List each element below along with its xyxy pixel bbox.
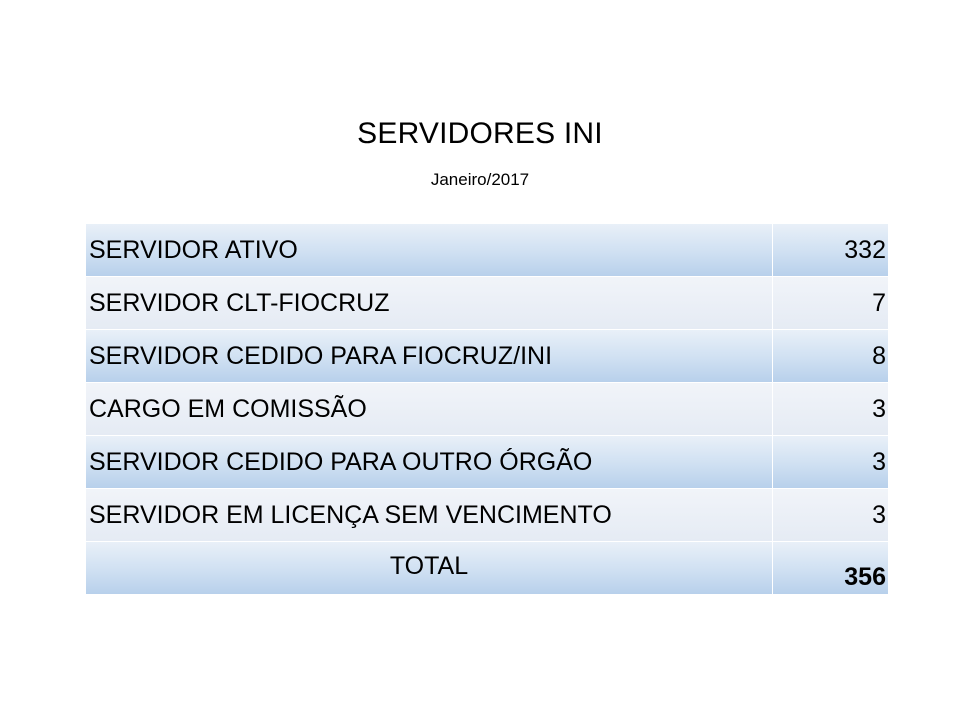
row-label: SERVIDOR EM LICENÇA SEM VENCIMENTO xyxy=(86,489,773,541)
row-label: CARGO EM COMISSÃO xyxy=(86,383,773,435)
row-value: 3 xyxy=(773,489,888,541)
row-label: SERVIDOR CEDIDO PARA FIOCRUZ/INI xyxy=(86,330,773,382)
table-row: SERVIDOR CEDIDO PARA OUTRO ÓRGÃO 3 xyxy=(86,436,888,489)
slide-subtitle: Janeiro/2017 xyxy=(430,170,530,189)
table-row: SERVIDOR CEDIDO PARA FIOCRUZ/INI 8 xyxy=(86,330,888,383)
table-row: SERVIDOR EM LICENÇA SEM VENCIMENTO 3 xyxy=(86,489,888,542)
row-value: 8 xyxy=(773,330,888,382)
row-value: 332 xyxy=(773,224,888,276)
row-value: 3 xyxy=(773,383,888,435)
row-label: SERVIDOR ATIVO xyxy=(86,224,773,276)
row-value: 3 xyxy=(773,436,888,488)
row-label: SERVIDOR CLT-FIOCRUZ xyxy=(86,277,773,329)
table-row: CARGO EM COMISSÃO 3 xyxy=(86,383,888,436)
total-value: 356 xyxy=(773,542,888,594)
total-label: TOTAL xyxy=(86,542,773,594)
row-label: SERVIDOR CEDIDO PARA OUTRO ÓRGÃO xyxy=(86,436,773,488)
row-value: 7 xyxy=(773,277,888,329)
slide-title: SERVIDORES INI xyxy=(357,117,603,150)
table-row: SERVIDOR ATIVO 332 xyxy=(86,224,888,277)
table-total-row: TOTAL 356 xyxy=(86,542,888,595)
table-row: SERVIDOR CLT-FIOCRUZ 7 xyxy=(86,277,888,330)
staff-table: SERVIDOR ATIVO 332 SERVIDOR CLT-FIOCRUZ … xyxy=(86,224,888,595)
